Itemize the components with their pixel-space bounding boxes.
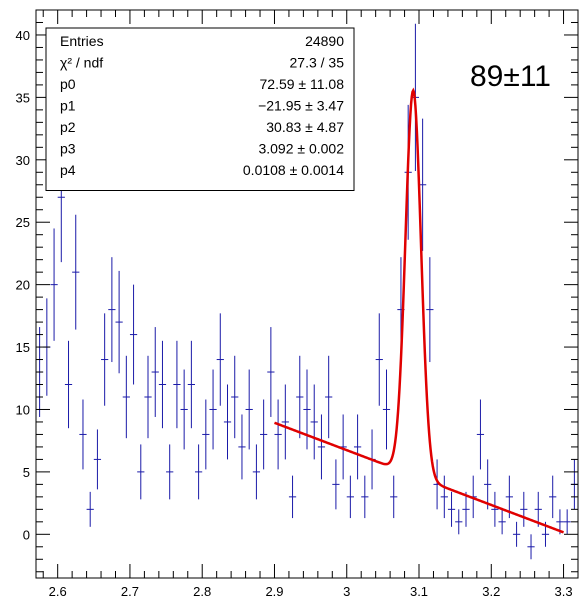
stats-entry-name: Entries <box>60 33 104 49</box>
stats-entry-name: p1 <box>60 98 76 114</box>
stats-entry-value: 0.0108 ± 0.0014 <box>243 162 344 178</box>
stats-entry-value: 27.3 / 35 <box>290 55 345 71</box>
plot-frame <box>35 9 579 579</box>
x-tick-label: 3.2 <box>482 584 500 599</box>
stats-entry-name: χ² / ndf <box>60 55 103 71</box>
stats-entry-name: p2 <box>60 119 76 135</box>
x-tick-label: 2.7 <box>121 584 139 599</box>
stats-entry-value: 3.092 ± 0.002 <box>258 141 344 157</box>
stats-entry-value: −21.95 ± 3.47 <box>258 98 344 114</box>
y-tick-label: 25 <box>16 215 30 230</box>
x-tick-label: 3.3 <box>555 584 573 599</box>
y-tick-label: 40 <box>16 28 30 43</box>
fit-layer <box>274 87 564 534</box>
signal-yield-annotation: 89±11 <box>470 60 551 93</box>
stats-entry-value: 24890 <box>305 33 344 49</box>
stats-entry-name: p0 <box>60 76 76 92</box>
stats-entry-name: p3 <box>60 141 76 157</box>
axis-layer: 2.6 2.7 2.8 2.9 3 3.1 3.2 3.3 0 5 10 15 20 25 30 35 40 <box>16 9 579 599</box>
y-tick-label: 20 <box>16 278 30 293</box>
x-tick-label: 3.1 <box>410 584 428 599</box>
y-tick-label: 10 <box>16 402 30 417</box>
x-tick-label: 3 <box>343 584 350 599</box>
y-tick-label: 15 <box>16 340 30 355</box>
fit-curve <box>274 87 564 534</box>
y-tick-label: 30 <box>16 153 30 168</box>
x-tick-label: 2.6 <box>49 584 67 599</box>
y-tick-label: 0 <box>23 527 30 542</box>
stats-entry-value: 72.59 ± 11.08 <box>260 76 345 92</box>
stats-entry-value: 30.83 ± 4.87 <box>266 119 344 135</box>
x-tick-label: 2.8 <box>193 584 211 599</box>
stats-box-frame <box>45 27 355 191</box>
stats-box: Entries 24890 χ² / ndf 27.3 / 35 p0 72.59 ± 1… <box>45 27 355 191</box>
stats-entry-name: p4 <box>60 162 76 178</box>
y-tick-label: 35 <box>16 90 30 105</box>
y-tick-label: 5 <box>23 465 30 480</box>
x-tick-label: 2.9 <box>265 584 283 599</box>
